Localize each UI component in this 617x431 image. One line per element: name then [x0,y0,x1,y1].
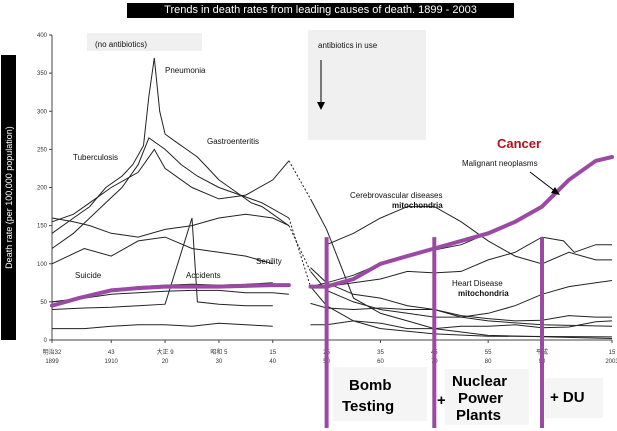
cancer-arrowhead [551,187,560,195]
x-tick-label-year: 1910 [105,359,119,365]
label-malignant: Malignant neoplasms [462,159,538,168]
y-tick-label: 300 [37,109,48,115]
antibiotics-note: antibiotics in use [318,41,378,50]
x-tick-label-era: 昭和 5 [210,348,228,356]
series-gastroenteritis-gap [288,217,311,287]
x-tick-label-year: 60 [377,359,384,365]
y-tick-label: 350 [37,71,48,77]
highlight-layer [50,155,614,428]
series-tuberculosis [51,148,290,223]
nuclear-label-3: Plants [456,407,501,424]
series-tuberculosis-gap [288,160,311,200]
series-senility [51,236,273,265]
nuclear-box [445,369,529,425]
x-tick-label-era: 43 [108,350,115,356]
x-tick-label-year: 1899 [45,359,59,365]
du-label: + DU [550,389,585,406]
series-heart-disease [51,289,289,303]
series-accidents-post [310,302,612,322]
series-suicide [52,322,273,330]
y-axis-label-box: Death rate (per 100,000 population) [1,55,16,340]
label-cancer: Cancer [497,136,541,151]
antibiotics-box [308,30,426,140]
bomb-label-2: Testing [342,398,394,415]
series-gastroenteritis [51,137,290,249]
x-tick-label-era: 15 [609,350,616,356]
no-antibiotics-box [87,33,202,51]
x-tick-label-year: 30 [216,359,223,365]
y-tick-label: 0 [44,338,48,344]
x-tick-label-era: 15 [269,350,276,356]
label-accidents: Accidents [186,271,221,280]
highlight-trend-post [308,155,614,289]
y-tick-label: 50 [40,300,47,306]
series-suicide-post [310,320,613,330]
series-cerebrovascular-diseases [51,213,290,238]
nuclear-label-2: Power [458,390,503,407]
x-tick-label-year: 20 [162,359,169,365]
cancer-arrow [529,171,557,193]
label-mitochondria-cerebro: mitochondria [392,201,443,210]
no-antibiotics-note: (no antibiotics) [95,40,147,49]
nuclear-label-1: Nuclear [452,373,507,390]
label-heart: Heart Disease [452,279,503,288]
label-mitochondria-heart: mitochondria [458,289,509,298]
series-heart-disease-post [326,236,612,288]
chart-title: Trends in death rates from leading cause… [127,3,514,18]
y-tick-label: 100 [37,262,48,268]
series-tuberculosis-post [310,198,613,339]
series-pneumonia [51,57,290,234]
label-cerebrovascular: Cerebrovascular diseases [350,191,443,200]
label-gastroenteritis: Gastroenteritis [207,137,259,146]
label-tuberculosis: Tuberculosis [73,153,118,162]
x-tick-label-year: 40 [269,359,276,365]
series-pneumonia-gap [288,225,311,272]
x-tick-label-era: 大正 9 [157,348,175,356]
antibiotics-arrowhead [317,102,325,110]
label-senility: Senility [256,257,282,266]
plus-label: + [437,392,446,409]
x-tick-label-year: 2003 [605,359,617,365]
x-tick-label-era: 55 [485,350,492,356]
y-tick-label: 250 [37,147,48,153]
label-suicide: Suicide [75,271,102,280]
highlight-trend-pre [50,283,291,308]
x-tick-label-era: 35 [377,350,384,356]
bomb-box [333,367,427,421]
x-tick-label-era: 明治32 [43,348,62,356]
bomb-label-1: Bomb [349,377,392,394]
y-tick-label: 400 [37,33,48,39]
series-cerebrovascular-diseases-post [326,206,612,265]
y-tick-label: 150 [37,224,48,230]
series-accidents [51,217,273,310]
label-pneumonia: Pneumonia [165,66,206,75]
x-tick-label-year: 80 [485,359,492,365]
series-senility-post [310,267,613,327]
du-box [545,378,603,418]
y-tick-label: 200 [37,186,48,192]
